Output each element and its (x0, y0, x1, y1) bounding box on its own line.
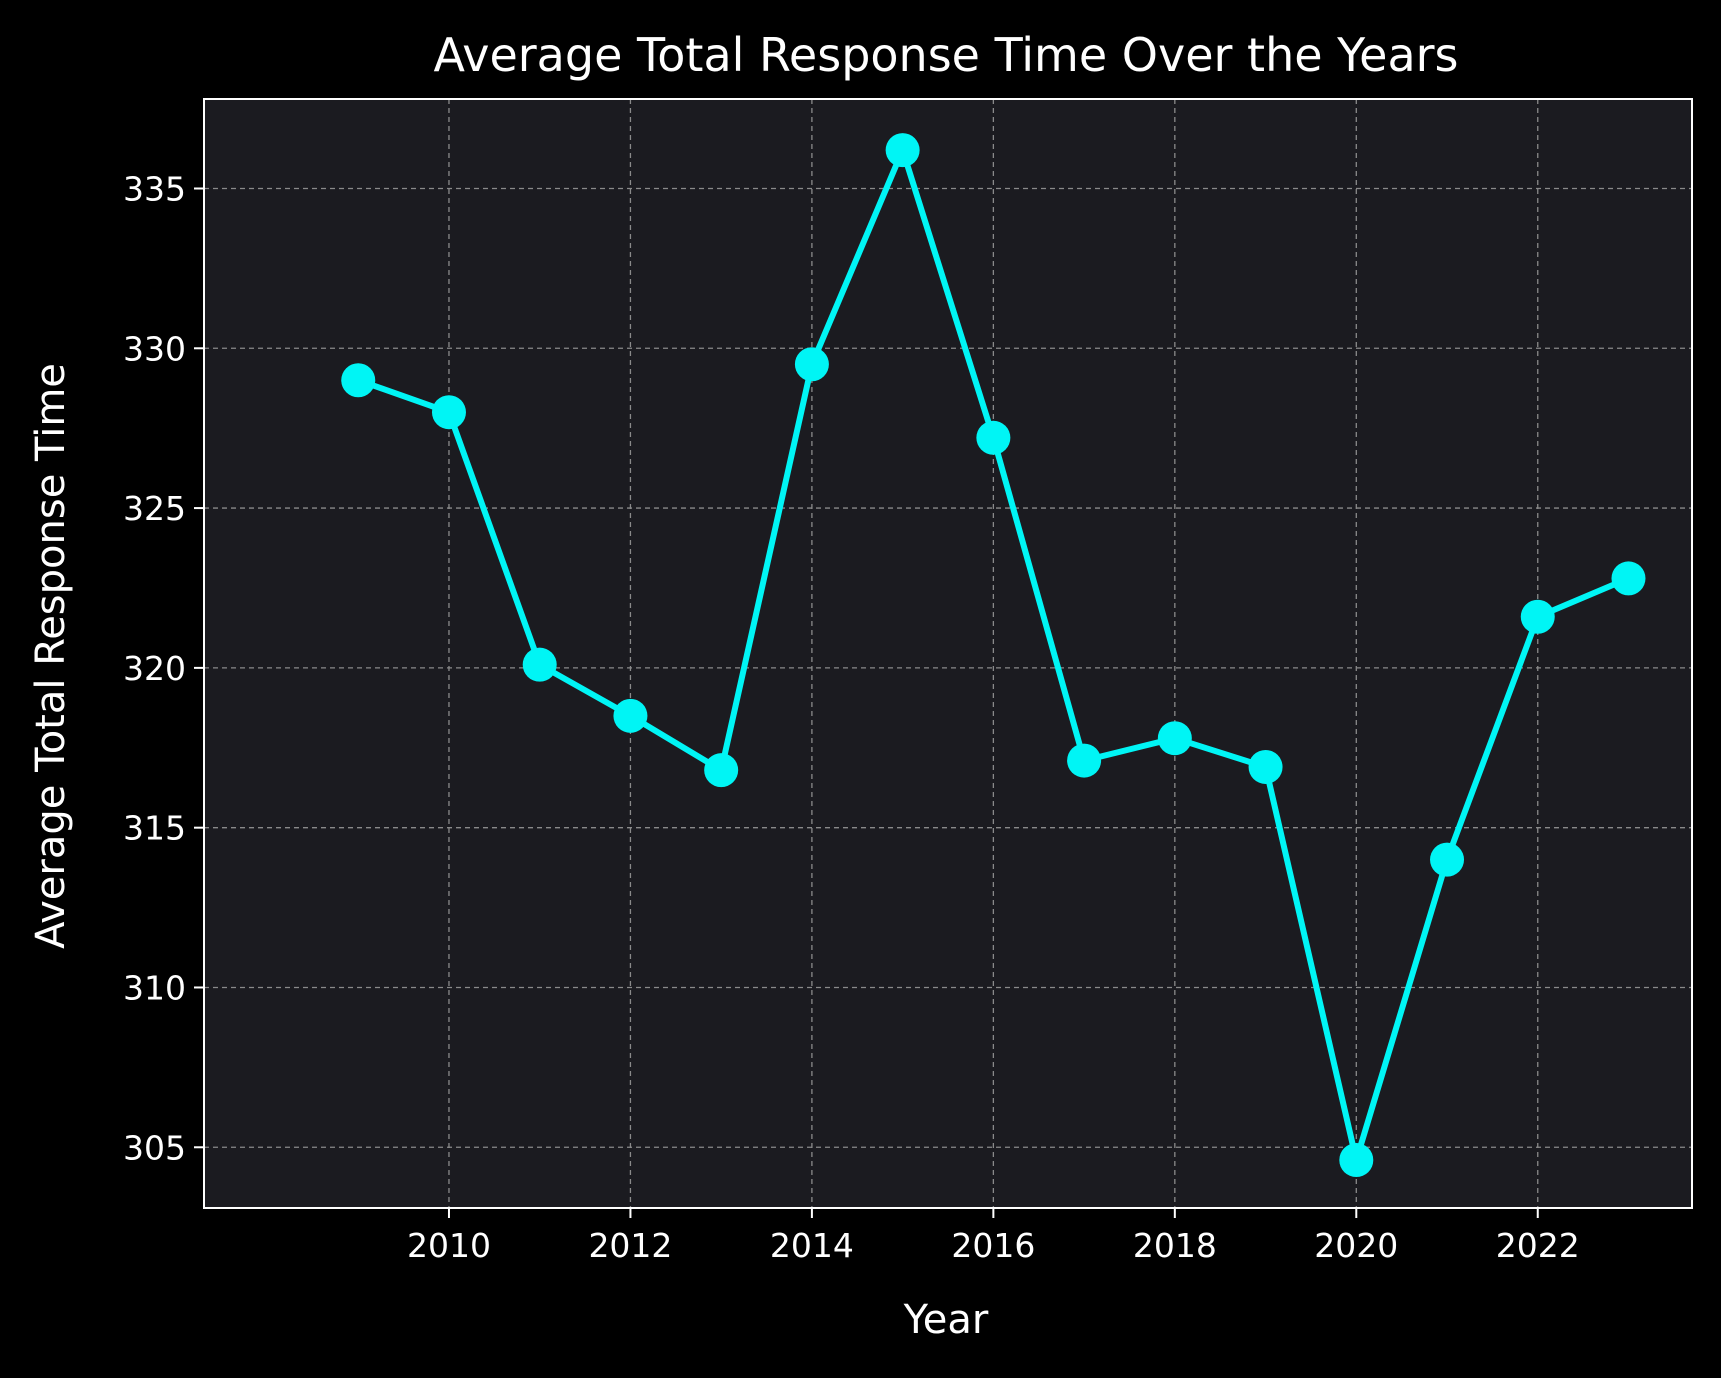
series-markers (341, 133, 1646, 1178)
data-point (431, 395, 466, 430)
data-point (1611, 561, 1646, 596)
y-tick-label: 310 (123, 968, 186, 1007)
x-tick-label: 2010 (407, 1226, 491, 1265)
grid-lines (204, 99, 1692, 1208)
plot-frame (203, 98, 1693, 1209)
y-tick-label: 315 (123, 809, 186, 848)
y-tick-label: 320 (123, 649, 186, 688)
y-tick-label: 330 (123, 329, 186, 368)
y-tick-label: 325 (123, 489, 186, 528)
data-point (1430, 842, 1465, 877)
x-axis-label: Year (903, 1297, 989, 1343)
x-tick-label: 2016 (951, 1226, 1035, 1265)
data-point (1339, 1143, 1374, 1178)
x-axis-ticks: 2010 2012 2014 2016 2018 2020 2022 (407, 1208, 1580, 1265)
data-point (613, 698, 648, 733)
data-point (704, 753, 739, 788)
data-point (885, 133, 920, 168)
data-point (1157, 721, 1192, 756)
chart-title: Average Total Response Time Over the Yea… (433, 28, 1458, 82)
x-tick-label: 2020 (1314, 1226, 1398, 1265)
x-tick-label: 2018 (1133, 1226, 1217, 1265)
plot-area (204, 99, 1692, 1208)
y-tick-label: 335 (123, 169, 186, 208)
data-point (522, 647, 557, 682)
data-point (1067, 743, 1102, 778)
data-point (1520, 599, 1555, 634)
data-point (976, 420, 1011, 455)
data-point (794, 347, 829, 382)
y-axis-label: Average Total Response Time (28, 363, 74, 949)
y-axis-ticks: 305 310 315 320 325 330 335 (123, 169, 204, 1167)
data-point (1248, 749, 1283, 784)
x-tick-label: 2022 (1496, 1226, 1580, 1265)
x-tick-label: 2014 (770, 1226, 854, 1265)
data-point (341, 363, 376, 398)
y-tick-label: 305 (123, 1128, 186, 1167)
x-tick-label: 2012 (588, 1226, 672, 1265)
